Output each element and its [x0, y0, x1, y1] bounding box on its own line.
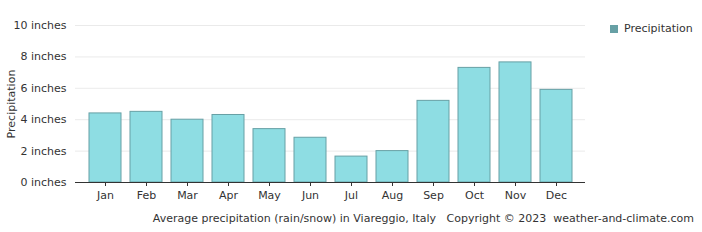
svg-text:Oct: Oct	[465, 189, 485, 202]
svg-text:0 inches: 0 inches	[20, 176, 66, 189]
svg-text:Jan: Jan	[96, 189, 114, 202]
html-text:Average precipitation (rain/sn: Average precipitation (rain/snow) in Via…	[152, 212, 694, 225]
svg-text:Aug: Aug	[382, 189, 403, 202]
svg-text:8 inches: 8 inches	[20, 50, 66, 63]
svg-text:4 inches: 4 inches	[20, 113, 66, 126]
svg-text:May: May	[258, 189, 281, 202]
svg-text:2 inches: 2 inches	[20, 145, 66, 158]
svg-text:Apr: Apr	[219, 189, 239, 202]
svg-text:Jun: Jun	[301, 189, 319, 202]
svg-text:Dec: Dec	[546, 189, 567, 202]
svg-text:Nov: Nov	[505, 189, 527, 202]
svg-text:Feb: Feb	[137, 189, 156, 202]
svg-text:Sep: Sep	[423, 189, 444, 202]
svg-text:6 inches: 6 inches	[20, 82, 66, 95]
html-text:Precipitation: Precipitation	[624, 22, 693, 35]
svg-text:10 inches: 10 inches	[13, 19, 66, 32]
svg-text:Jul: Jul	[344, 189, 358, 202]
svg-text:Mar: Mar	[177, 189, 198, 202]
svg-text:Precipitation: Precipitation	[5, 70, 18, 139]
